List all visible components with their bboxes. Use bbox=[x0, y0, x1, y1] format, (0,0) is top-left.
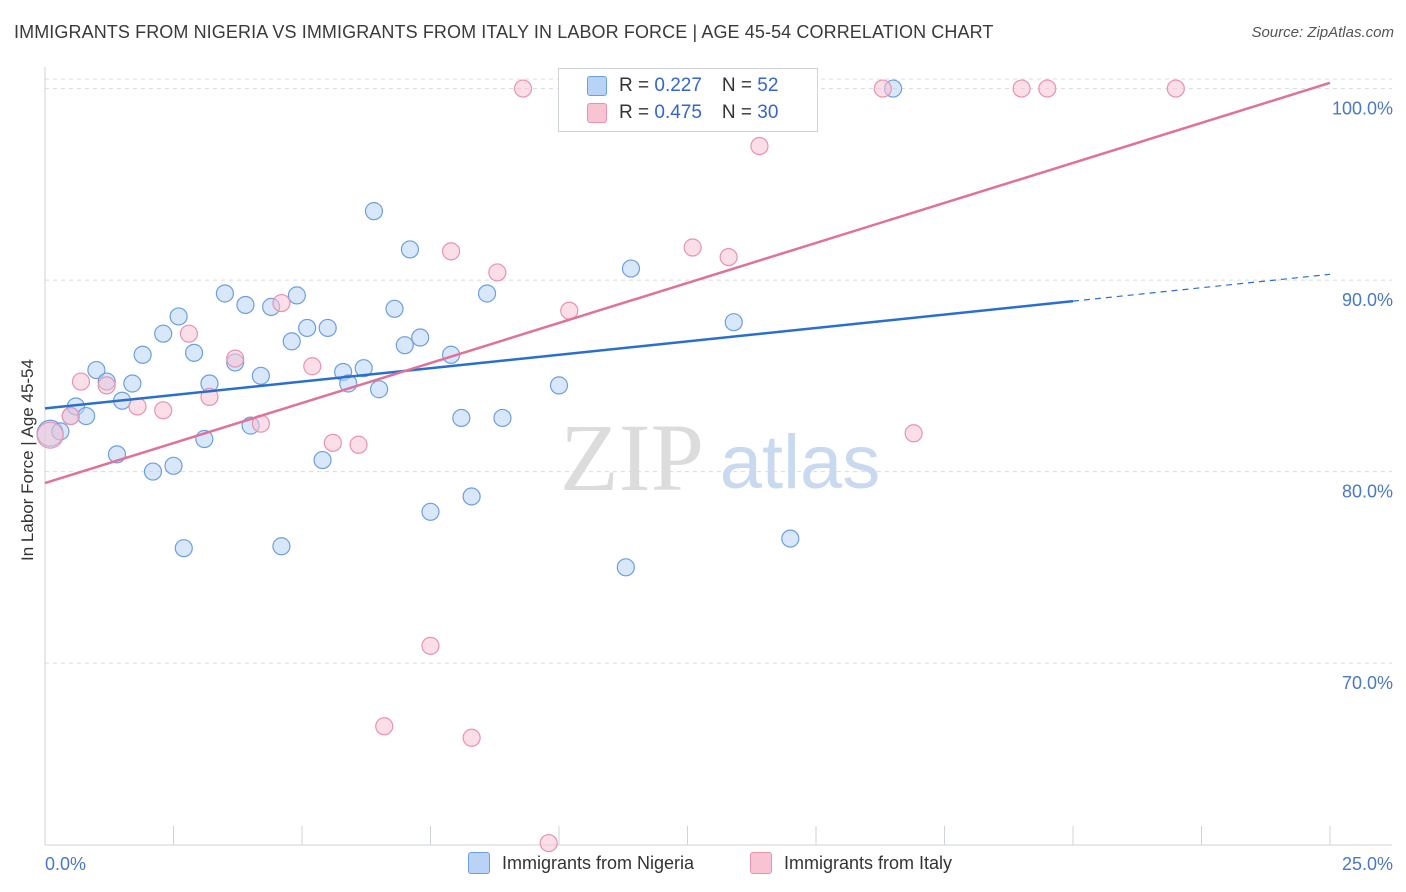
nigeria-point bbox=[452, 408, 471, 428]
italy-point bbox=[750, 136, 769, 156]
italy-point bbox=[719, 247, 738, 267]
italy-point bbox=[873, 79, 892, 98]
nigeria-point bbox=[251, 366, 270, 385]
nigeria-point bbox=[282, 332, 301, 351]
nigeria-point bbox=[313, 450, 332, 470]
italy-point bbox=[1038, 79, 1057, 98]
tick-labels: 70.0% 80.0% 90.0% 100.0% 0.0% 25.0% bbox=[45, 99, 1393, 874]
watermark: ZIP atlas bbox=[560, 404, 880, 511]
nigeria-point bbox=[400, 240, 420, 259]
nigeria-point bbox=[133, 345, 152, 364]
axis-layer bbox=[44, 67, 1392, 846]
italy-point bbox=[513, 79, 533, 98]
italy-point bbox=[462, 728, 481, 747]
trend-layer bbox=[44, 81, 1331, 485]
italy-point bbox=[1166, 79, 1185, 98]
nigeria-point bbox=[354, 359, 373, 378]
legend-swatch-italy bbox=[587, 103, 607, 123]
bottom-legend-swatch-nigeria bbox=[468, 852, 490, 874]
italy-point bbox=[421, 636, 440, 655]
italy-point bbox=[154, 401, 173, 420]
legend-n-value-italy: 30 bbox=[757, 102, 779, 123]
italy-point bbox=[61, 406, 80, 426]
nigeria-point bbox=[298, 318, 317, 338]
italy-point bbox=[303, 357, 322, 376]
nigeria-point bbox=[272, 537, 291, 556]
italy-point bbox=[179, 324, 199, 343]
nigeria-point bbox=[411, 328, 430, 347]
legend-r-value-italy: 0.475 bbox=[654, 102, 702, 123]
nigeria-point bbox=[318, 318, 337, 338]
italy-point bbox=[97, 376, 116, 395]
nigeria-point bbox=[385, 299, 404, 318]
nigeria-point bbox=[77, 406, 96, 426]
legend-r-value-nigeria: 0.227 bbox=[654, 75, 702, 96]
legend-n-value-nigeria: 52 bbox=[757, 75, 779, 96]
italy-point bbox=[904, 424, 923, 443]
nigeria-point bbox=[174, 539, 193, 558]
italy-point bbox=[488, 263, 507, 282]
italy-point bbox=[349, 435, 368, 454]
nigeria-point bbox=[421, 502, 440, 521]
x-tick-label: 0.0% bbox=[45, 854, 86, 874]
bottom-legend-label-nigeria: Immigrants from Nigeria bbox=[502, 852, 695, 873]
nigeria-point bbox=[724, 313, 743, 332]
italy-point bbox=[1012, 79, 1031, 98]
legend-r-label: R = bbox=[619, 102, 655, 123]
italy-point bbox=[226, 349, 245, 368]
source-label: Source: ZipAtlas.com bbox=[1251, 24, 1394, 41]
italy-point bbox=[375, 717, 394, 736]
nigeria-point bbox=[154, 324, 173, 343]
nigeria-point bbox=[462, 487, 481, 506]
italy-point bbox=[683, 238, 702, 257]
nigeria-point bbox=[364, 202, 384, 221]
points-layer bbox=[36, 79, 1185, 853]
nigeria-point bbox=[87, 360, 106, 380]
nigeria-point bbox=[123, 374, 142, 393]
nigeria-point bbox=[370, 380, 389, 399]
y-tick-label: 80.0% bbox=[1342, 482, 1393, 502]
nigeria-trend-line-extension bbox=[1072, 273, 1331, 302]
grid-layer bbox=[45, 78, 1392, 664]
italy-point bbox=[272, 293, 291, 313]
nigeria-point bbox=[287, 286, 306, 305]
nigeria-point bbox=[395, 336, 414, 355]
watermark-atlas: atlas bbox=[720, 420, 881, 505]
bottom-legend-nigeria: Immigrants from Nigeria bbox=[468, 852, 694, 874]
italy-trend-line bbox=[44, 81, 1331, 485]
y-tick-label: 70.0% bbox=[1342, 673, 1393, 693]
legend-r-label: R = bbox=[619, 75, 655, 96]
bottom-legend-swatch-italy bbox=[750, 852, 772, 874]
nigeria-point bbox=[493, 408, 512, 428]
y-tick-label: 90.0% bbox=[1342, 290, 1393, 310]
italy-point bbox=[36, 421, 64, 449]
y-tick-label: 100.0% bbox=[1332, 99, 1393, 119]
nigeria-point bbox=[143, 462, 163, 481]
italy-point bbox=[539, 833, 558, 853]
chart-title: IMMIGRANTS FROM NIGERIA VS IMMIGRANTS FR… bbox=[14, 22, 994, 42]
nigeria-trend-line bbox=[44, 299, 1074, 410]
correlation-legend: R = 0.227 N = 52 R = 0.475 N = 30 bbox=[558, 68, 818, 132]
nigeria-point bbox=[236, 295, 255, 315]
nigeria-point bbox=[621, 259, 641, 278]
bottom-legend-label-italy: Immigrants from Italy bbox=[784, 852, 953, 873]
watermark-zip: ZIP bbox=[560, 404, 704, 511]
italy-point bbox=[441, 242, 461, 261]
legend-n-label: N = bbox=[721, 102, 758, 123]
nigeria-point bbox=[169, 307, 188, 326]
nigeria-point bbox=[184, 343, 204, 362]
nigeria-point bbox=[781, 529, 800, 548]
italy-point bbox=[323, 433, 342, 452]
nigeria-point bbox=[215, 284, 234, 303]
nigeria-point bbox=[477, 284, 497, 303]
legend-n-label: N = bbox=[721, 75, 758, 96]
legend-swatch-nigeria bbox=[587, 76, 607, 96]
x-tick-label: 25.0% bbox=[1342, 854, 1393, 874]
bottom-legend-italy: Immigrants from Italy bbox=[750, 852, 952, 874]
nigeria-point bbox=[549, 376, 569, 395]
italy-point bbox=[71, 372, 91, 391]
nigeria-point bbox=[164, 456, 183, 475]
nigeria-point bbox=[616, 558, 635, 577]
